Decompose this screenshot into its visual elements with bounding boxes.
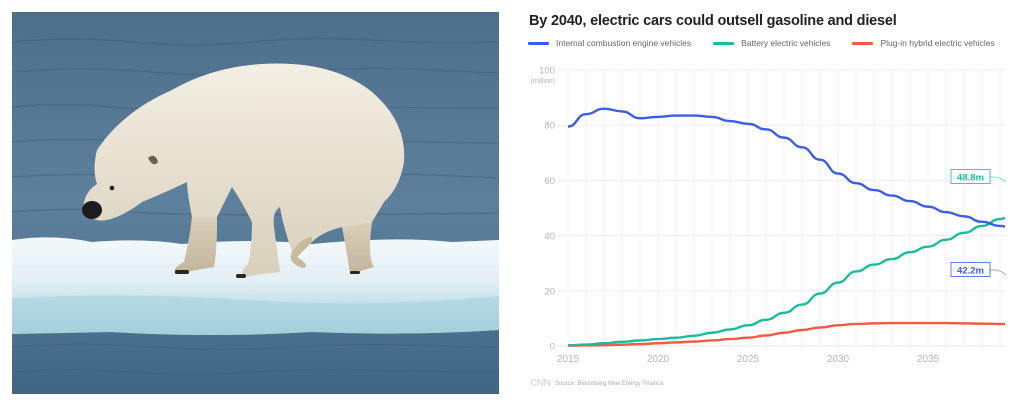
ice-end-label-box xyxy=(950,262,991,277)
chart-title: By 2040, electric cars could outsell gas… xyxy=(529,13,897,29)
legend-label-bev: Battery electric vehicles xyxy=(741,38,831,48)
y-tick-label: 80 xyxy=(544,121,555,132)
ev-sales-chart: By 2040, electric cars could outsell gas… xyxy=(510,0,1024,405)
x-tick-label: 2025 xyxy=(737,354,760,365)
x-tick-label: 2035 xyxy=(917,354,940,365)
chart-legend: Internal combustion engine vehicles Batt… xyxy=(528,38,1017,48)
cnn-logo: CNN xyxy=(530,378,551,389)
legend-swatch-ice-icon xyxy=(528,41,549,45)
line-plot: 0 20 40 60 80 100(million) 2015 2020 2025 2030 203… xyxy=(531,66,1007,365)
x-tick-label: 2015 xyxy=(557,354,580,365)
y-tick-label: 100 xyxy=(539,66,555,77)
y-tick-label: 0 xyxy=(550,342,555,353)
ice-end-label: 42.2m xyxy=(957,266,984,277)
legend-label-phev: Plug-in hybrid electric vehicles xyxy=(880,38,995,48)
y-tick-label: 40 xyxy=(544,231,555,242)
x-tick-label: 2030 xyxy=(827,354,850,365)
polar-bear-photo xyxy=(12,12,499,394)
legend-item-ice: Internal combustion engine vehicles xyxy=(528,38,691,48)
y-tick-label: 20 xyxy=(544,286,555,297)
legend-label-ice: Internal combustion engine vehicles xyxy=(556,38,692,48)
legend-item-phev: Plug-in hybrid electric vehicles xyxy=(852,38,995,48)
chart-source: Source: Bloomberg New Energy Finance xyxy=(555,381,664,387)
bev-end-label: 48.8m xyxy=(957,173,984,184)
phev-line xyxy=(568,321,1005,347)
legend-swatch-bev-icon xyxy=(713,41,735,45)
x-tick-label: 2020 xyxy=(647,354,670,365)
legend-swatch-phev-icon xyxy=(852,41,874,45)
bev-line xyxy=(568,216,1005,347)
legend-item-bev: Battery electric vehicles xyxy=(713,38,830,48)
y-unit-label: (million) xyxy=(531,78,556,85)
ice-line xyxy=(568,107,1005,228)
y-tick-label: 60 xyxy=(544,176,555,187)
bev-end-label-box xyxy=(950,169,991,184)
